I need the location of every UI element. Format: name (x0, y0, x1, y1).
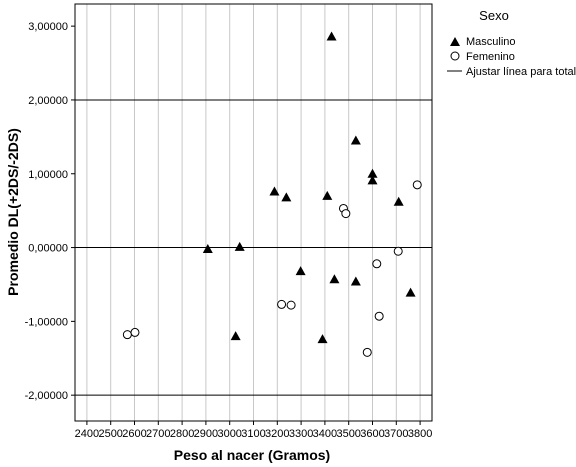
femenino-point (277, 299, 287, 309)
masculino-point (367, 168, 378, 178)
femenino-point (374, 311, 384, 321)
masculino-point (281, 192, 292, 202)
legend-title: Sexo (479, 8, 509, 23)
femenino-point (362, 347, 372, 357)
x-tick-label: 2900 (194, 428, 218, 440)
masculino-point (329, 274, 340, 284)
femenino-point (341, 209, 351, 219)
y-tick-label: 3,00000 (28, 21, 68, 33)
x-tick-label: 3000 (217, 428, 241, 440)
legend-item-femenino: Femenino (450, 51, 515, 63)
femenino-point (130, 327, 140, 337)
masculino-point (326, 31, 337, 41)
x-tick-label: 2400 (75, 428, 99, 440)
legend-circle-marker (450, 51, 460, 61)
femenino-point (372, 259, 382, 269)
x-tick-label: 3300 (289, 428, 313, 440)
data-points (122, 31, 422, 357)
y-tick-label: -2,00000 (25, 390, 68, 402)
x-tick-label: 3400 (313, 428, 337, 440)
masculino-point (317, 334, 328, 344)
x-axis-ticks: 2400 2500 2600 2700 2800 2900 3000 3100 3200 3300… (75, 421, 432, 440)
plot-frame (74, 3, 433, 422)
masculino-point (295, 266, 306, 276)
femenino-point (122, 330, 132, 340)
masculino-point (405, 287, 416, 297)
reference-lines (75, 99, 432, 396)
femenino-point (412, 180, 422, 190)
x-axis-title: Peso al nacer (Gramos) (174, 447, 330, 463)
femenino-point (393, 246, 403, 256)
legend-triangle-marker (450, 37, 460, 46)
x-tick-label: 3200 (265, 428, 289, 440)
masculino-point (230, 331, 241, 341)
x-tick-label: 2700 (146, 428, 170, 440)
x-tick-label: 3800 (408, 428, 432, 440)
legend-item-fit-line: Ajustar línea para total (447, 66, 576, 78)
x-tick-label: 3100 (241, 428, 265, 440)
masculino-point (322, 190, 333, 200)
legend: Sexo Masculino Femenino Ajustar línea pa… (447, 8, 576, 78)
x-tick-label: 2600 (122, 428, 146, 440)
masculino-point (350, 276, 361, 286)
y-tick-label: 0,00000 (28, 243, 68, 255)
legend-label-masculino: Masculino (466, 36, 516, 48)
masculino-point (367, 175, 378, 185)
y-tick-label: 2,00000 (28, 95, 68, 107)
x-tick-label: 2800 (170, 428, 194, 440)
masculino-point (350, 135, 361, 145)
x-tick-label: 3700 (384, 428, 408, 440)
legend-item-masculino: Masculino (450, 36, 516, 48)
masculino-point (202, 244, 213, 254)
x-tick-label: 3600 (360, 428, 384, 440)
y-tick-label: -1,00000 (25, 316, 68, 328)
x-tick-label: 3500 (336, 428, 360, 440)
y-axis-ticks: -2,00000 -1,00000 0,00000 1,00000 2,00000 3,0… (25, 21, 75, 402)
femenino-point (286, 300, 296, 310)
y-axis-title: Promedio DL(+2DS/-2DS) (5, 128, 21, 296)
grid-layer (86, 4, 421, 421)
x-tick-label: 2500 (98, 428, 122, 440)
masculino-point (393, 196, 404, 206)
legend-label-femenino: Femenino (466, 51, 515, 63)
masculino-point (234, 241, 245, 251)
legend-label-fit-line: Ajustar línea para total (466, 66, 576, 78)
masculino-point (269, 186, 280, 196)
y-tick-label: 1,00000 (28, 169, 68, 181)
